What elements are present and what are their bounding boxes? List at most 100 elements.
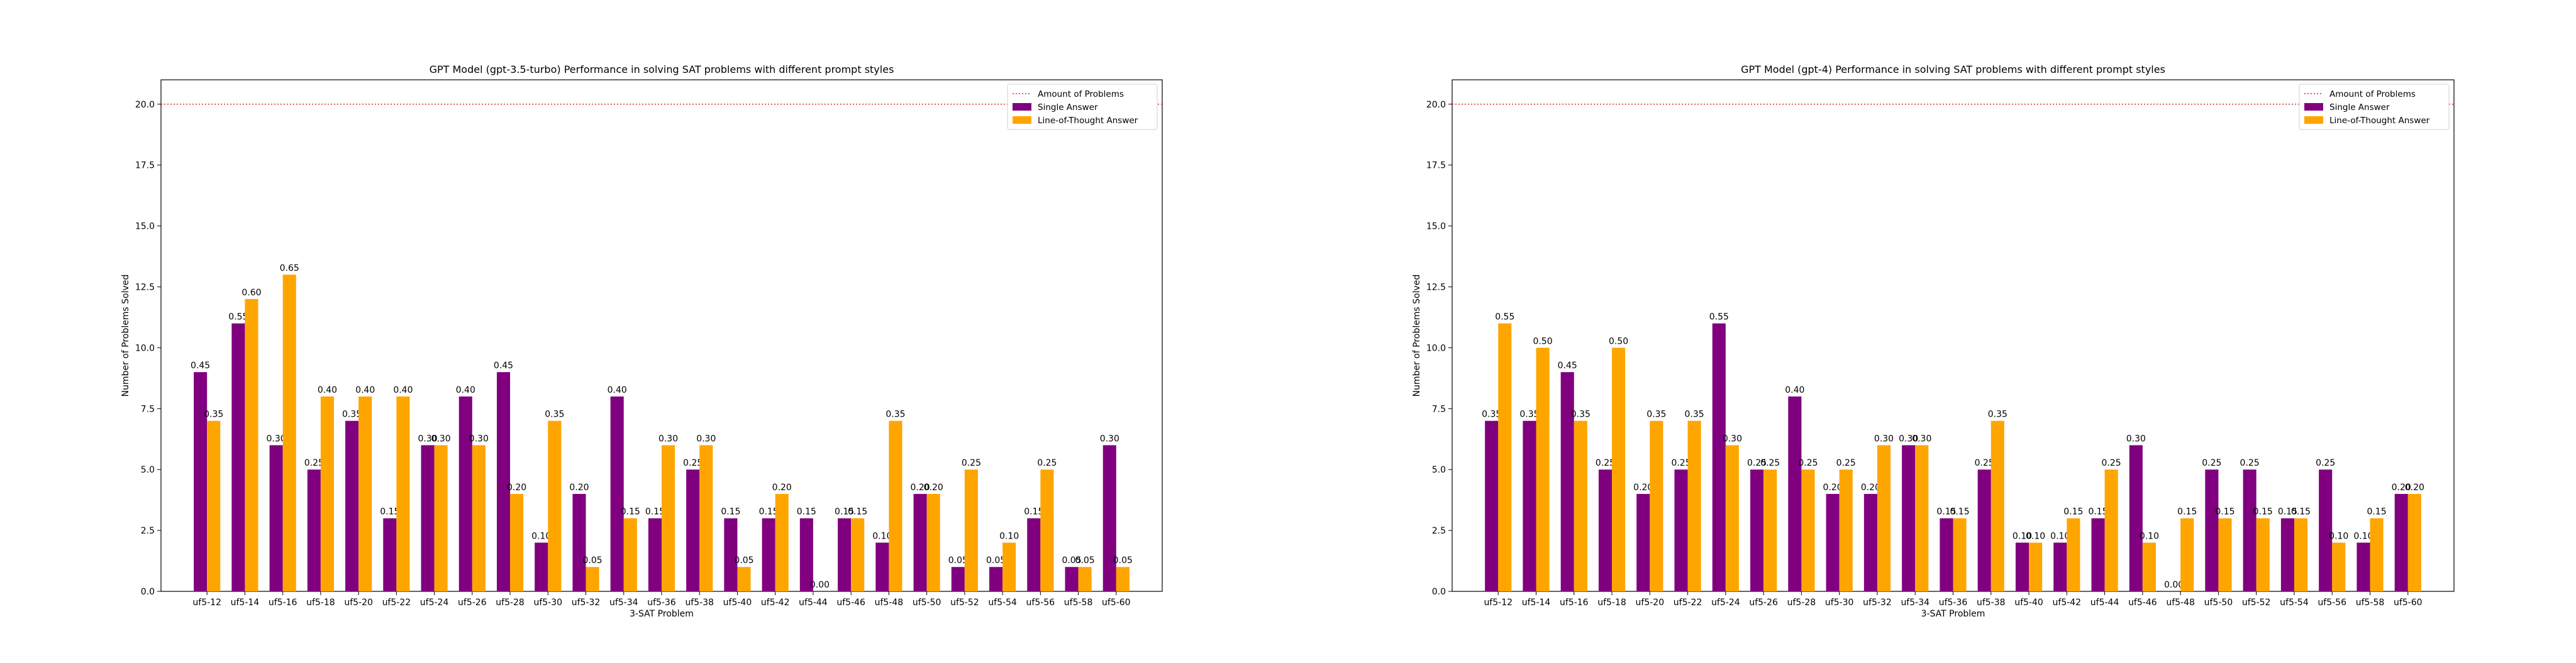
bar-value-label: 0.35 [1571,410,1591,420]
bar-value-label: 0.15 [721,507,740,517]
legend-swatch [2304,116,2323,124]
bar-value-label: 0.20 [2392,483,2411,493]
bar-value-label: 0.45 [494,361,513,371]
y-tick-label: 17.5 [135,161,155,171]
bar [383,518,397,591]
bar-value-label: 0.50 [1533,336,1552,346]
bar-value-label: 0.15 [2063,507,2083,517]
bar [2370,518,2384,591]
bar-value-label: 0.25 [1760,458,1780,468]
x-tick-label: uf5-28 [1787,598,1816,608]
bar-value-label: 0.30 [1874,434,1894,444]
x-tick-label: uf5-40 [723,598,752,608]
chart-title: GPT Model (gpt-4) Performance in solving… [1741,63,2165,75]
bar [245,299,258,591]
bar [648,518,662,591]
chart-2: GPT Model (gpt-4) Performance in solving… [1412,63,2455,619]
bar-value-label: 0.30 [418,434,437,444]
x-tick-label: uf5-46 [836,598,865,608]
bar [724,518,738,591]
bar [2180,518,2194,591]
bar [2256,518,2270,591]
bar [1027,518,1041,591]
bar-value-label: 0.65 [280,263,299,273]
bar-value-label: 0.05 [986,556,1006,566]
bar-value-label: 0.40 [1785,385,1804,395]
x-tick-label: uf5-50 [2204,598,2233,608]
bar-value-label: 0.05 [1113,556,1133,566]
x-tick-label: uf5-16 [1560,598,1589,608]
bar-value-label: 0.50 [1609,336,1628,346]
bar [535,542,548,591]
bar [2142,542,2156,591]
x-tick-label: uf5-26 [458,598,487,608]
bar [1902,445,1916,591]
bar-value-label: 0.25 [2202,458,2221,468]
legend-swatch [1013,103,1031,111]
bar [913,493,927,591]
bar [396,396,410,591]
x-tick-label: uf5-16 [269,598,297,608]
bar-value-label: 0.15 [2253,507,2273,517]
x-tick-label: uf5-38 [685,598,714,608]
y-tick-label: 15.0 [135,222,155,232]
bar [2067,518,2080,591]
x-tick-label: uf5-52 [2242,598,2271,608]
bar-value-label: 0.35 [886,410,905,420]
bar-value-label: 0.25 [683,458,702,468]
bar-value-label: 0.40 [318,385,337,395]
y-tick-label: 2.5 [141,526,155,536]
x-tick-label: uf5-14 [1522,598,1551,608]
x-tick-label: uf5-50 [913,598,941,608]
bar [662,445,675,591]
bar-value-label: 0.15 [2215,507,2235,517]
bar-value-label: 0.05 [948,556,968,566]
bar-value-label: 0.10 [999,531,1019,541]
x-tick-label: uf5-42 [2053,598,2082,608]
y-axis-label: Number of Problems Solved [1412,275,1422,397]
y-tick-label: 12.5 [135,282,155,292]
bar [1002,542,1016,591]
bar-value-label: 0.15 [2291,507,2311,517]
bar [1687,420,1701,591]
legend-label: Amount of Problems [2329,89,2416,99]
bar [1863,493,1877,591]
bar [421,445,435,591]
bar-value-label: 0.35 [1646,410,1666,420]
x-tick-label: uf5-18 [306,598,335,608]
bar-value-label: 0.15 [1950,507,1969,517]
bar-value-label: 0.15 [645,507,665,517]
bar [2129,445,2143,591]
x-tick-label: uf5-44 [799,598,828,608]
y-tick-label: 7.5 [141,404,155,414]
bar [2091,518,2105,591]
bar [1523,420,1536,591]
bar-value-label: 0.15 [621,507,640,517]
y-tick-label: 15.0 [1426,222,1446,232]
bar-value-label: 0.35 [545,410,564,420]
bar-value-label: 0.05 [582,556,602,566]
bar-value-label: 0.15 [835,507,854,517]
bar [1763,469,1777,591]
bar [1498,323,1512,591]
bar [1040,469,1054,591]
x-tick-label: uf5-22 [382,598,411,608]
bar-value-label: 0.20 [1633,483,1653,493]
bar-value-label: 0.15 [380,507,399,517]
bar-value-label: 0.10 [2012,531,2032,541]
x-tick-label: uf5-28 [496,598,525,608]
bar-value-label: 0.30 [431,434,451,444]
bar [1674,469,1688,591]
bar-value-label: 0.25 [1836,458,1856,468]
bar [1750,469,1764,591]
x-tick-label: uf5-60 [2394,598,2423,608]
y-tick-label: 0.0 [1432,587,1446,597]
bar [548,420,562,591]
bar [320,396,334,591]
bar [1102,445,1116,591]
bar [231,323,245,591]
x-tick-label: uf5-26 [1749,598,1778,608]
bar [269,445,283,591]
x-tick-label: uf5-30 [1825,598,1854,608]
